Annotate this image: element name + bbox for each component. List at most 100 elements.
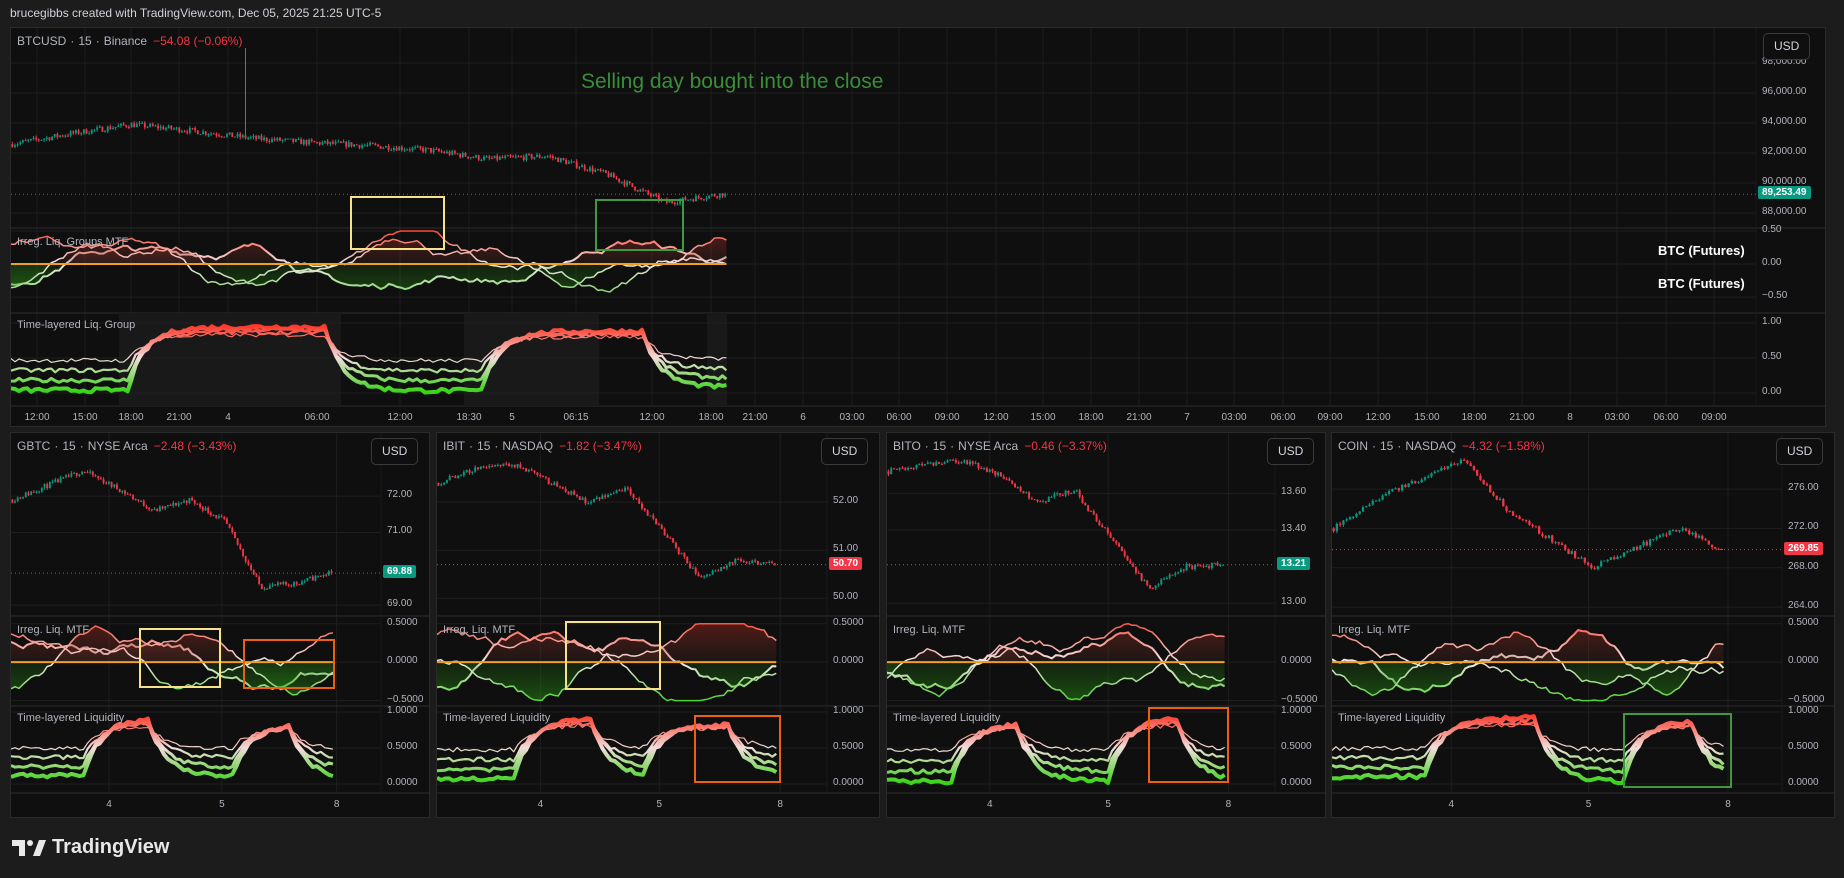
candle-body (1208, 566, 1211, 569)
candle-body (422, 148, 424, 152)
candle-body (768, 561, 771, 563)
candle-body (93, 129, 96, 131)
chart-panel-gbtc[interactable]: 72.00 71.00 69.00 69.88 0.5000 0.0000 −0.5000 I… (10, 432, 430, 818)
candle-body (112, 127, 114, 130)
annotation-box[interactable] (565, 621, 661, 690)
chart-canvas[interactable] (887, 433, 1325, 817)
annotation-box[interactable] (350, 196, 445, 250)
candle-body (702, 199, 705, 201)
candle-body (233, 136, 236, 138)
candle-body (1213, 562, 1216, 564)
time-axis-label: 4 (1448, 799, 1455, 810)
candle-body (226, 518, 228, 524)
candle-body (479, 466, 482, 470)
symbol-legend[interactable]: BITO · 15 · NYSE Arca −0.46 (−3.37%) (893, 439, 1107, 453)
chart-annotation-text[interactable]: Selling day bought into the close (581, 70, 884, 93)
candle-body (209, 512, 212, 516)
currency-button[interactable]: USD (821, 438, 869, 465)
chart-canvas[interactable] (1332, 433, 1834, 817)
candle-body (991, 469, 994, 472)
candle-body (85, 129, 88, 134)
separator-dot: · (950, 439, 955, 453)
candle-body (584, 497, 587, 504)
candle-body (120, 123, 122, 126)
candle-body (180, 131, 183, 133)
candle-body (177, 503, 180, 506)
candle-body (711, 570, 714, 575)
candle-body (1042, 501, 1045, 503)
candle-body (666, 535, 669, 538)
price-change: −2.48 (−3.43%) (153, 439, 237, 453)
candle-body (215, 515, 218, 518)
candle-body (326, 140, 329, 144)
osc-line (437, 628, 777, 702)
liquidity-line (1332, 719, 1724, 763)
time-axis-label: 4 (537, 799, 544, 810)
annotation-box[interactable] (1623, 713, 1732, 788)
candle-body (207, 134, 210, 136)
currency-button[interactable]: USD (1776, 438, 1824, 465)
candle-body (1577, 557, 1580, 559)
symbol-legend[interactable]: COIN · 15 · NASDAQ −4.32 (−1.58%) (1338, 439, 1545, 453)
osc2-axis-label: 0.00 (1762, 385, 1782, 397)
annotation-box[interactable] (694, 715, 781, 783)
candle-body (1078, 490, 1081, 497)
currency-button[interactable]: USD (1763, 33, 1811, 60)
chart-canvas[interactable] (11, 28, 1825, 426)
candle-body (302, 140, 305, 145)
candle-body (587, 503, 590, 505)
annotation-box[interactable] (243, 639, 335, 689)
candle-body (1179, 569, 1182, 573)
currency-button[interactable]: USD (371, 438, 419, 465)
candle-body (1603, 560, 1606, 562)
price-change: −0.46 (−3.37%) (1024, 439, 1107, 453)
main-chart-btcusd[interactable]: 98,000.00 96,000.00 94,000.00 92,000.00 90,0… (10, 27, 1826, 427)
tradingview-logo[interactable]: TradingView (12, 836, 169, 859)
chart-canvas[interactable] (11, 433, 429, 817)
candle-body (268, 141, 271, 143)
chart-panel-ibit[interactable]: 52.00 51.00 50.00 50.70 0.5000 0.0000 Irreg. L… (436, 432, 880, 818)
candle-body (273, 138, 276, 141)
candle-body (281, 139, 284, 141)
chart-panel-bito[interactable]: 13.60 13.40 13.00 13.21 0.0000 −0.5000 Irreg. … (886, 432, 1326, 818)
candle-body (265, 137, 268, 142)
chart-canvas[interactable] (437, 433, 879, 817)
candle-body (639, 189, 642, 192)
candle-body (303, 580, 306, 582)
candle-body (946, 460, 949, 463)
candle-body (1632, 547, 1635, 551)
candle-body (295, 582, 298, 585)
candle-body (105, 483, 108, 485)
candle-body (217, 516, 220, 518)
time-axis-label: 18:00 (1461, 412, 1487, 423)
candle-body (514, 156, 517, 158)
candle-body (250, 564, 253, 571)
annotation-box[interactable] (595, 199, 684, 251)
candle-body (677, 547, 680, 555)
annotation-box[interactable] (139, 628, 221, 688)
osc1-axis-label: −0.5000 (1281, 693, 1318, 705)
candle-body (1498, 499, 1502, 501)
symbol-legend[interactable]: IBIT · 15 · NASDAQ −1.82 (−3.47%) (443, 439, 642, 453)
currency-button[interactable]: USD (1267, 438, 1315, 465)
candle-body (258, 576, 261, 584)
symbol-legend[interactable]: GBTC · 15 · NYSE Arca −2.48 (−3.43%) (17, 439, 236, 453)
symbol-legend[interactable]: BTCUSD · 15 · Binance −54.08 (−0.06%) (17, 34, 242, 48)
candle-body (607, 495, 610, 497)
chart-panel-coin[interactable]: 276.00 272.00 268.00 264.00 269.85 0.5000 0.00… (1331, 432, 1835, 818)
candle-body (1118, 543, 1121, 547)
separator-dot: · (95, 34, 100, 48)
candle-body (573, 491, 576, 495)
candle-body (629, 488, 632, 495)
candle-body (663, 528, 666, 536)
annotation-box[interactable] (1148, 707, 1229, 783)
liquidity-line (11, 719, 334, 770)
exchange-name: Binance (103, 34, 148, 48)
candle-body (1028, 492, 1031, 499)
candle-body (306, 577, 309, 581)
candle-body (544, 476, 547, 478)
candle-body (125, 125, 128, 127)
candle-body (400, 146, 403, 150)
candle-body (1050, 496, 1053, 498)
candle-body (48, 481, 51, 489)
